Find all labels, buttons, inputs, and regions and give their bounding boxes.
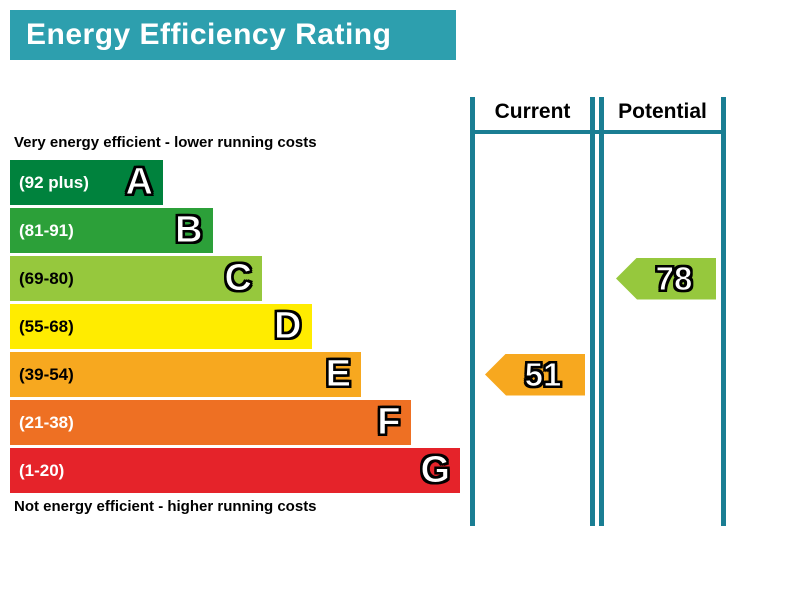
band-letter: B (175, 209, 203, 252)
band-row-b: (81-91) B (10, 208, 213, 253)
potential-rating-arrow: 78 (616, 257, 716, 300)
band-letter: F (377, 401, 401, 444)
band-letter: C (224, 257, 252, 300)
band-range-label: (1-20) (19, 460, 65, 480)
rating-bands-container: (92 plus) A (81-91) B (69-80) C (55-68) D (39-54… (10, 160, 460, 496)
band-letter: E (325, 353, 351, 396)
band-letter: A (125, 161, 153, 204)
band-letter: D (274, 305, 302, 348)
page-title: Energy Efficiency Rating (26, 18, 392, 51)
band-row-d: (55-68) D (10, 304, 312, 349)
potential-column-left-border (599, 97, 604, 526)
band-range-label: (92 plus) (19, 172, 89, 192)
band-range-label: (39-54) (19, 364, 74, 384)
top-note: Very energy efficient - lower running co… (14, 134, 317, 151)
columns-header-underline (470, 130, 726, 134)
potential-rating-value: 78 (655, 259, 693, 297)
current-rating-value: 51 (524, 355, 562, 393)
bottom-note: Not energy efficient - higher running co… (14, 498, 317, 515)
title-banner: Energy Efficiency Rating (10, 10, 456, 60)
potential-column-header: Potential (618, 100, 707, 123)
band-row-c: (69-80) C (10, 256, 262, 301)
band-row-g: (1-20) G (10, 448, 460, 493)
current-column-left-border (470, 97, 475, 526)
band-range-label: (69-80) (19, 268, 74, 288)
current-rating-arrow: 51 (485, 353, 585, 396)
current-column-right-border (590, 97, 595, 526)
band-row-f: (21-38) F (10, 400, 411, 445)
band-range-label: (55-68) (19, 316, 74, 336)
band-letter: G (420, 449, 451, 492)
band-row-a: (92 plus) A (10, 160, 163, 205)
band-range-label: (21-38) (19, 412, 74, 432)
potential-column-right-border (721, 97, 726, 526)
band-row-e: (39-54) E (10, 352, 361, 397)
band-range-label: (81-91) (19, 220, 74, 240)
current-column-header: Current (494, 100, 571, 123)
